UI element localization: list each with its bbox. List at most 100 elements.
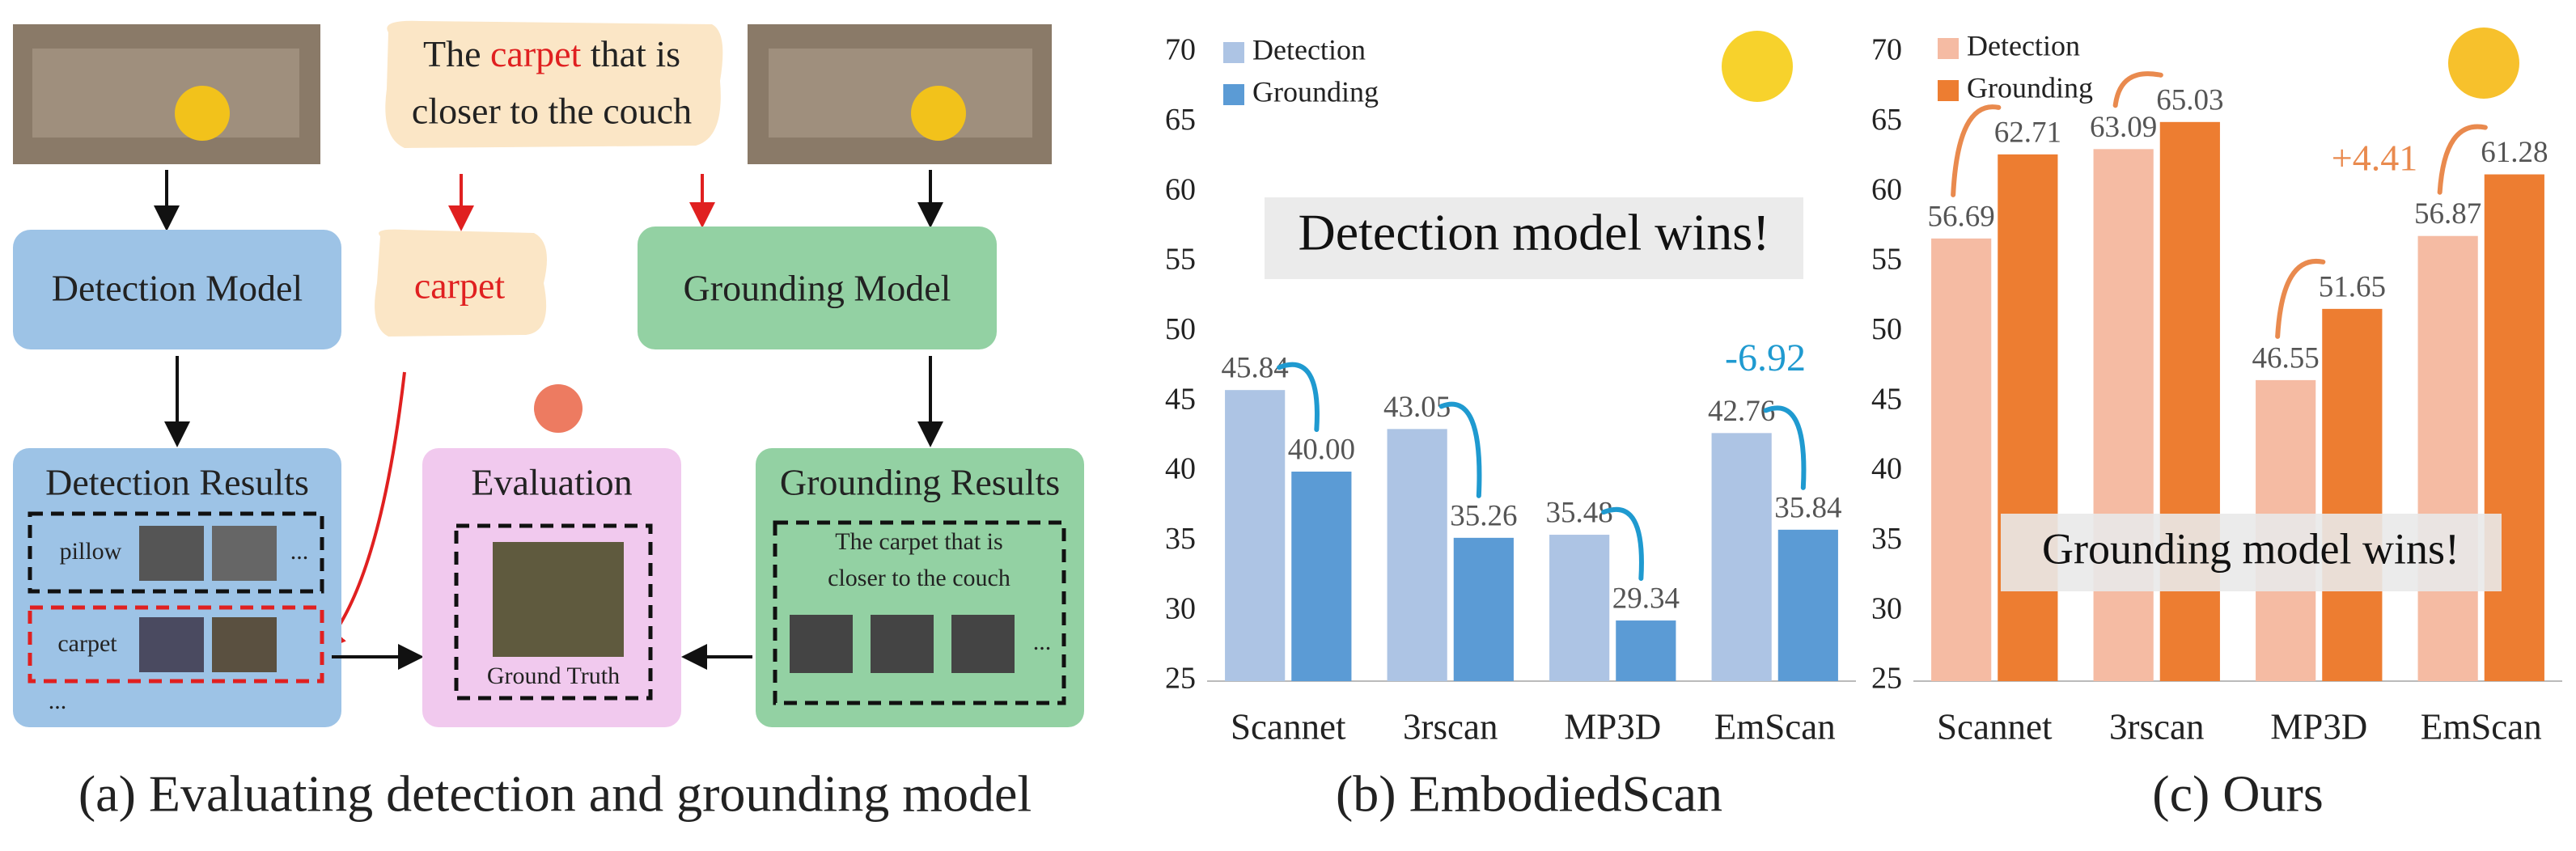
change-arrow xyxy=(2112,71,2163,108)
thumbnail xyxy=(139,617,204,672)
legend-swatch xyxy=(1223,42,1244,63)
result-label: carpet xyxy=(57,630,117,657)
word-bubble xyxy=(375,229,547,337)
sad-emoji xyxy=(1722,31,1793,102)
y-tick-label: 35 xyxy=(1165,522,1196,556)
value-label: 56.87 xyxy=(2414,197,2481,231)
grounding-query-line: The carpet that is xyxy=(835,528,1002,555)
y-tick-label: 30 xyxy=(1871,591,1902,625)
y-tick-label: 40 xyxy=(1871,452,1902,486)
detection-results-title: Detection Results xyxy=(45,462,309,503)
evaluation-title: Evaluation xyxy=(471,462,632,503)
bar xyxy=(1225,390,1286,681)
x-tick-label: 3rscan xyxy=(1403,706,1498,747)
thumbnail xyxy=(790,615,853,673)
bar xyxy=(2417,235,2478,682)
query-line-2: closer to the couch xyxy=(412,91,692,132)
query-line-1: The carpet that is xyxy=(423,33,680,74)
thumbnail xyxy=(212,526,277,581)
annotation: +4.41 xyxy=(2332,138,2417,179)
result-row-highlighted xyxy=(28,605,324,684)
ellipsis: ... xyxy=(290,538,309,565)
grounding-query-line: closer to the couch xyxy=(828,565,1010,591)
legend-label: Detection xyxy=(1967,29,2080,61)
annotation: -6.92 xyxy=(1725,337,1806,379)
y-tick-label: 35 xyxy=(1871,522,1902,556)
legend-label: Detection xyxy=(1252,33,1366,66)
y-tick-label: 50 xyxy=(1165,312,1196,346)
value-label: 65.03 xyxy=(2156,83,2223,116)
grounding-results-title: Grounding Results xyxy=(780,462,1060,503)
bar xyxy=(1453,537,1514,681)
y-tick-label: 60 xyxy=(1165,172,1196,206)
tug-of-war-icon xyxy=(534,384,583,433)
ellipsis: ... xyxy=(1033,629,1052,655)
legend-label: Grounding xyxy=(1967,71,2093,104)
scene-image-detail xyxy=(32,49,299,138)
ground-truth-frame xyxy=(454,523,653,701)
y-tick-label: 45 xyxy=(1871,382,1902,416)
caption: (c) Ours xyxy=(2152,765,2323,823)
annotation-box xyxy=(1265,197,1803,279)
query-word: that is xyxy=(591,33,680,74)
ground-truth-image xyxy=(493,542,624,657)
caption: (a) Evaluating detection and grounding m… xyxy=(78,765,1032,823)
y-tick-label: 55 xyxy=(1871,243,1902,277)
x-tick-label: MP3D xyxy=(2270,706,2367,747)
change-arrow xyxy=(1601,506,1644,582)
bar xyxy=(1777,529,1838,681)
caption: (b) EmbodiedScan xyxy=(1336,765,1722,823)
legend-swatch xyxy=(1223,84,1244,105)
robot-icon xyxy=(175,86,230,141)
value-label: 51.65 xyxy=(2319,270,2386,303)
query-highlight: carpet xyxy=(490,33,582,74)
bar xyxy=(2484,174,2544,682)
annotation-box xyxy=(2001,514,2502,591)
y-tick-label: 65 xyxy=(1871,103,1902,137)
chart: 25303540455055606570Scannet45.8440.003rs… xyxy=(1165,33,1856,823)
result-row xyxy=(28,511,324,594)
legend-swatch xyxy=(1938,80,1959,101)
x-tick-label: EmScan xyxy=(1714,706,1836,747)
x-tick-label: Scannet xyxy=(1937,706,2053,747)
x-tick-label: 3rscan xyxy=(2109,706,2204,747)
ellipsis: ... xyxy=(49,688,67,714)
x-tick-label: MP3D xyxy=(1564,706,1661,747)
detection-model-box xyxy=(13,230,341,349)
value-label: 40.00 xyxy=(1288,433,1355,466)
change-arrow xyxy=(2275,258,2326,339)
y-tick-label: 30 xyxy=(1165,591,1196,625)
thumbnail xyxy=(139,526,204,581)
value-label: 35.26 xyxy=(1450,499,1517,532)
legend-label: Grounding xyxy=(1252,75,1379,108)
bar xyxy=(2159,121,2220,682)
bar xyxy=(1931,238,1992,681)
detection-model-label: Detection Model xyxy=(52,268,303,309)
ground-truth-label: Ground Truth xyxy=(487,663,620,689)
y-tick-label: 50 xyxy=(1871,312,1902,346)
change-arrow xyxy=(2437,124,2488,195)
bar xyxy=(1711,433,1772,681)
bar xyxy=(1387,429,1447,681)
bar xyxy=(1616,620,1676,681)
robot-icon xyxy=(911,86,966,141)
change-arrow xyxy=(1277,362,1320,432)
legend-swatch xyxy=(1938,38,1959,59)
bar xyxy=(1549,535,1610,681)
scene-image-detail xyxy=(769,49,1032,138)
bar xyxy=(2322,308,2383,681)
value-label: 62.71 xyxy=(1994,116,2061,149)
thumbnail xyxy=(212,617,277,672)
y-tick-label: 45 xyxy=(1165,382,1196,416)
happy-emoji xyxy=(2448,28,2519,99)
grounding-model-label: Grounding Model xyxy=(684,268,951,309)
y-tick-label: 55 xyxy=(1165,243,1196,277)
y-tick-label: 25 xyxy=(1871,662,1902,696)
value-label: 61.28 xyxy=(2481,136,2548,169)
query-word: The xyxy=(423,33,481,74)
y-tick-label: 60 xyxy=(1871,172,1902,206)
chart: 25 30 35 40 45 50 55 60 65 70 Scannet 56.69 62.71 3rs… xyxy=(1871,29,2562,823)
annotation: Grounding model wins! xyxy=(2042,524,2459,573)
value-label: 63.09 xyxy=(2090,111,2157,144)
